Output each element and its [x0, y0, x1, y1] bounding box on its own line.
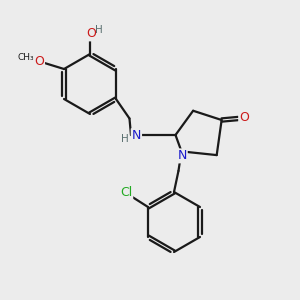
Text: O: O — [34, 55, 44, 68]
Text: O: O — [87, 27, 96, 40]
Text: N: N — [132, 129, 141, 142]
Text: O: O — [239, 111, 249, 124]
Text: N: N — [177, 149, 187, 162]
Text: H: H — [121, 134, 128, 144]
Text: CH₃: CH₃ — [18, 53, 34, 62]
Text: Cl: Cl — [120, 186, 132, 200]
Text: H: H — [95, 25, 103, 35]
